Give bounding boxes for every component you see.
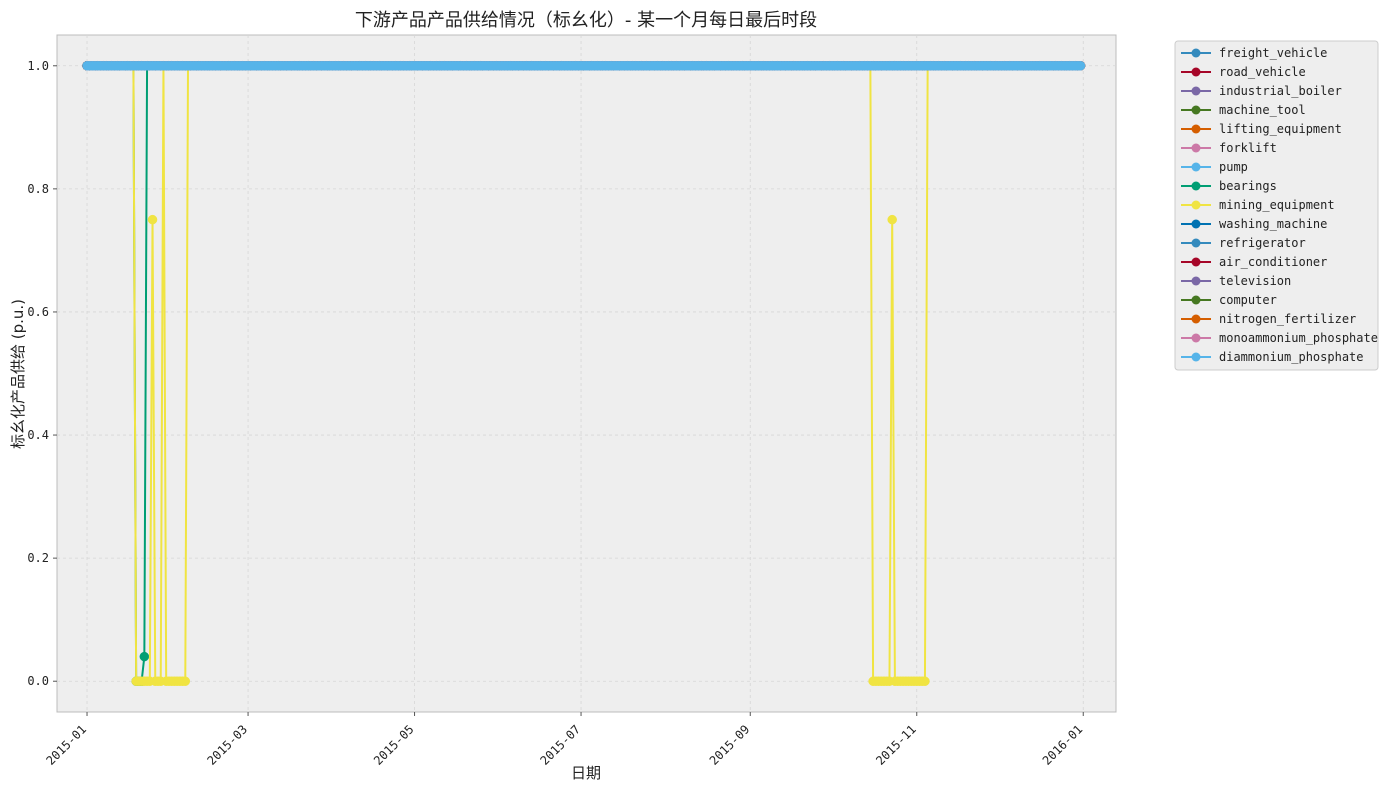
data-point (887, 214, 897, 225)
data-point (139, 651, 150, 662)
series-layer (82, 61, 1086, 686)
data-point (920, 676, 930, 686)
plot-area (56, 34, 1117, 713)
data-point (147, 214, 158, 225)
data-point (180, 676, 191, 686)
chart-title: 下游产品产品供给情况（标幺化）- 某一个月每日最后时段 (355, 10, 817, 31)
